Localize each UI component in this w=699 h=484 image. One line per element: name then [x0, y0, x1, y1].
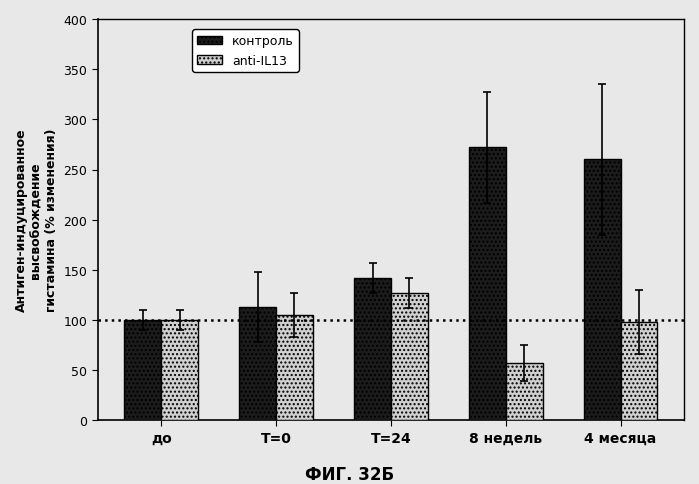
Bar [506, 363, 542, 421]
Bar [469, 148, 506, 421]
Bar [391, 293, 428, 421]
Bar [276, 316, 313, 421]
Bar [621, 322, 657, 421]
Bar [584, 160, 621, 421]
Legend: контроль, anti-IL13: контроль, anti-IL13 [192, 30, 298, 73]
Y-axis label: Антиген-индуцированное
высвобождение
гистамина (% изменения): Антиген-индуцированное высвобождение гис… [15, 129, 58, 312]
Bar [161, 320, 198, 421]
Bar [354, 278, 391, 421]
Bar [239, 307, 276, 421]
Bar [124, 320, 161, 421]
Text: ФИГ. 32Б: ФИГ. 32Б [305, 465, 394, 483]
